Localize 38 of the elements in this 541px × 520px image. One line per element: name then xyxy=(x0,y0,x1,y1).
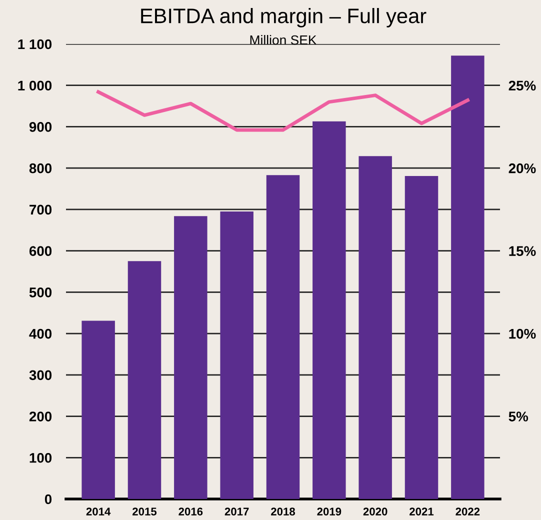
y-tick-label: 100 xyxy=(30,452,52,463)
x-tick-label: 2015 xyxy=(132,508,157,516)
x-tick-label: 2022 xyxy=(456,508,480,516)
y-tick-label: 300 xyxy=(29,370,52,380)
x-tick-label: 2014 xyxy=(86,508,111,516)
bar xyxy=(128,261,162,499)
bar xyxy=(451,56,484,499)
y-tick-label: 500 xyxy=(29,288,52,298)
y-tick-label: 1 100 xyxy=(18,39,52,50)
x-tick-label: 2019 xyxy=(317,508,342,516)
y-tick-label: 1 000 xyxy=(18,80,52,91)
bar xyxy=(174,216,208,499)
bar xyxy=(404,176,438,499)
y2-tick-label: 5% xyxy=(508,412,528,422)
bar xyxy=(358,156,392,499)
x-tick-label: 2018 xyxy=(271,508,296,516)
y-tick-label: 0 xyxy=(44,494,52,504)
y-tick-label: 200 xyxy=(29,412,52,422)
chart-subtitle: Million SEK xyxy=(250,35,317,45)
y2-tick-label: 15% xyxy=(509,246,536,256)
line-series xyxy=(96,90,470,132)
y-tick-label: 900 xyxy=(29,122,52,132)
y-tick-label: 600 xyxy=(29,246,52,256)
y-tick-label: 700 xyxy=(30,204,52,215)
y-tick-label: 800 xyxy=(29,163,52,174)
x-tick-label: 2020 xyxy=(363,508,388,516)
bar xyxy=(82,320,115,499)
bar xyxy=(266,175,300,499)
x-tick-label: 2016 xyxy=(178,508,203,516)
y2-tick-label: 20% xyxy=(508,163,536,174)
x-tick-label: 2021 xyxy=(410,508,434,516)
y2-tick-label: 25% xyxy=(508,80,536,91)
bar xyxy=(220,212,254,499)
y2-tick-label: 10% xyxy=(509,328,536,339)
bar xyxy=(312,121,346,499)
chart-title: EBITDA and margin – Full year xyxy=(141,8,426,28)
y-tick-label: 400 xyxy=(29,328,52,339)
x-tick-label: 2017 xyxy=(224,508,249,516)
